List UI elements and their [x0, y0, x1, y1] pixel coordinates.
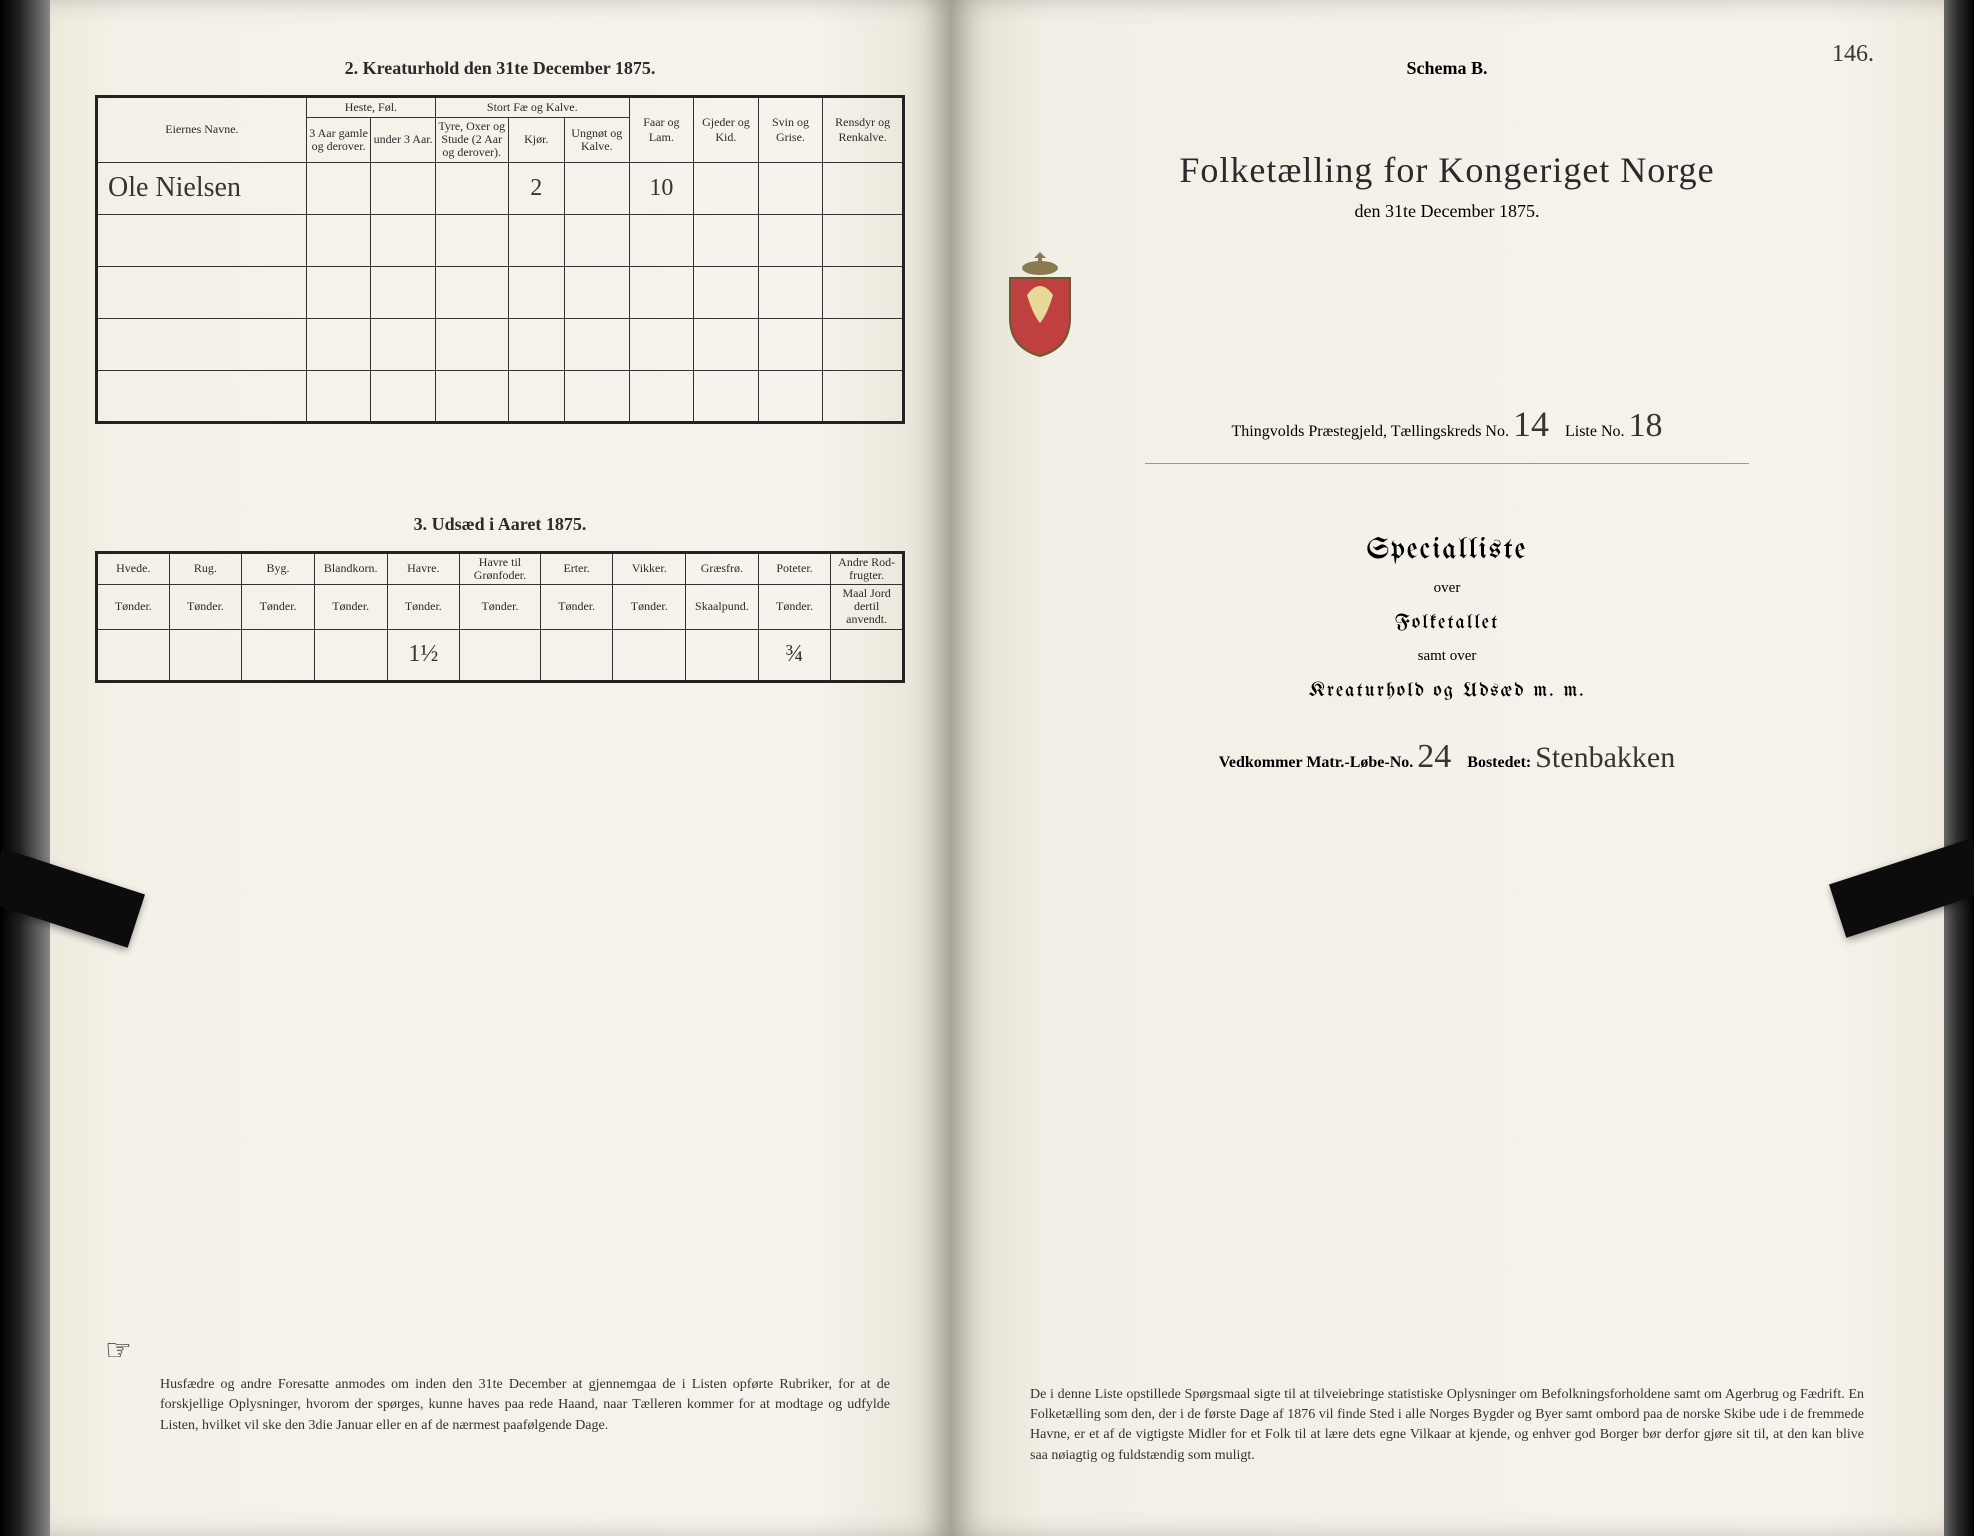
unit: Tønder.	[242, 584, 315, 629]
schema-label: Schema B.	[995, 58, 1899, 79]
table-kreaturhold: Eiernes Navne. Heste, Føl. Stort Fæ og K…	[95, 95, 905, 424]
table-row	[97, 266, 904, 318]
unit: Tønder.	[460, 584, 541, 629]
book-edge-right	[1944, 0, 1974, 1536]
coat-of-arms-icon	[995, 250, 1085, 360]
col-havre-gron: Havre til Grønfoder.	[460, 552, 541, 584]
table-udsaed: Hvede. Rug. Byg. Blandkorn. Havre. Havre…	[95, 551, 905, 683]
book-spread: 2. Kreaturhold den 31te December 1875. E…	[0, 0, 1974, 1536]
pointing-hand-icon: ☞	[105, 1333, 132, 1368]
unit: Tønder.	[97, 584, 170, 629]
bosted-name: Stenbakken	[1535, 741, 1675, 774]
table-row	[97, 214, 904, 266]
matr-line: Vedkommer Matr.-Løbe-No. 24 Bostedet: St…	[995, 738, 1899, 776]
sub-stort1: Tyre, Oxer og Stude (2 Aar og derover).	[435, 118, 508, 163]
val-havre: 1½	[408, 641, 438, 667]
grp-heste: Heste, Føl.	[306, 97, 435, 118]
val-kjor: 2	[530, 175, 542, 201]
kreds-no: 14	[1513, 404, 1549, 444]
kreatur-line: Kreaturhold og Udsæd m. m.	[995, 681, 1899, 702]
col-owner: Eiernes Navne.	[97, 97, 307, 163]
unit: Maal Jord dertil anvendt.	[831, 584, 904, 629]
unit: Tønder.	[540, 584, 613, 629]
page-number: 146.	[1832, 35, 1874, 69]
unit: Tønder.	[169, 584, 242, 629]
unit: Tønder.	[613, 584, 686, 629]
unit: Skaalpund.	[686, 584, 759, 629]
unit: Tønder.	[314, 584, 387, 629]
main-title: Folketælling for Kongeriget Norge	[995, 149, 1899, 191]
val-poteter: ¾	[786, 641, 804, 667]
over-label: over	[995, 580, 1899, 597]
col-graesfro: Græsfrø.	[686, 552, 759, 584]
left-page: 2. Kreaturhold den 31te December 1875. E…	[50, 0, 950, 1536]
specialliste: Specialliste	[995, 534, 1899, 566]
right-page: 146. Schema B. Folketælling for Kongerig…	[950, 0, 1944, 1536]
table-row: Ole Nielsen 2 10	[97, 162, 904, 214]
col-faar: Faar og Lam.	[629, 97, 694, 163]
liste-no: 18	[1629, 407, 1663, 444]
col-erter: Erter.	[540, 552, 613, 584]
col-hvede: Hvede.	[97, 552, 170, 584]
right-footer-paragraph: De i denne Liste opstillede Spørgsmaal s…	[1030, 1385, 1864, 1466]
samt-label: samt over	[995, 648, 1899, 665]
sub-stort3: Ungnøt og Kalve.	[565, 118, 630, 163]
bosted-label: Bostedet:	[1467, 754, 1531, 771]
table-row	[97, 318, 904, 370]
sub-heste2: under 3 Aar.	[371, 118, 436, 163]
col-havre: Havre.	[387, 552, 460, 584]
col-poteter: Poteter.	[758, 552, 831, 584]
section2-title: 2. Kreaturhold den 31te December 1875.	[95, 58, 905, 79]
sub-heste1: 3 Aar gamle og derover.	[306, 118, 371, 163]
unit: Tønder.	[387, 584, 460, 629]
matr-no: 24	[1417, 738, 1451, 775]
col-gjeder: Gjeder og Kid.	[694, 97, 759, 163]
unit: Tønder.	[758, 584, 831, 629]
book-edge-left	[0, 0, 50, 1536]
col-rug: Rug.	[169, 552, 242, 584]
table-row: 1½ ¾	[97, 629, 904, 681]
col-vikker: Vikker.	[613, 552, 686, 584]
col-svin: Svin og Grise.	[758, 97, 823, 163]
folketallet: Folketallet	[995, 613, 1899, 634]
col-rodfrugter: Andre Rod-frugter.	[831, 552, 904, 584]
parish-label: Thingvolds Præstegjeld, Tællingskreds No…	[1231, 423, 1508, 440]
table-row	[97, 370, 904, 422]
section3-title: 3. Udsæd i Aaret 1875.	[95, 514, 905, 535]
left-footer-paragraph: Husfædre og andre Foresatte anmodes om i…	[160, 1375, 890, 1436]
grp-stort: Stort Fæ og Kalve.	[435, 97, 629, 118]
owner-name: Ole Nielsen	[108, 172, 241, 203]
parish-line: Thingvolds Præstegjeld, Tællingskreds No…	[995, 403, 1899, 445]
sub-stort2: Kjør.	[508, 118, 564, 163]
liste-label: Liste No.	[1565, 423, 1625, 440]
date-line: den 31te December 1875.	[995, 201, 1899, 222]
col-byg: Byg.	[242, 552, 315, 584]
matr-label: Vedkommer Matr.-Løbe-No.	[1219, 754, 1414, 771]
col-rens: Rensdyr og Renkalve.	[823, 97, 904, 163]
val-faar: 10	[649, 175, 673, 201]
col-blandkorn: Blandkorn.	[314, 552, 387, 584]
